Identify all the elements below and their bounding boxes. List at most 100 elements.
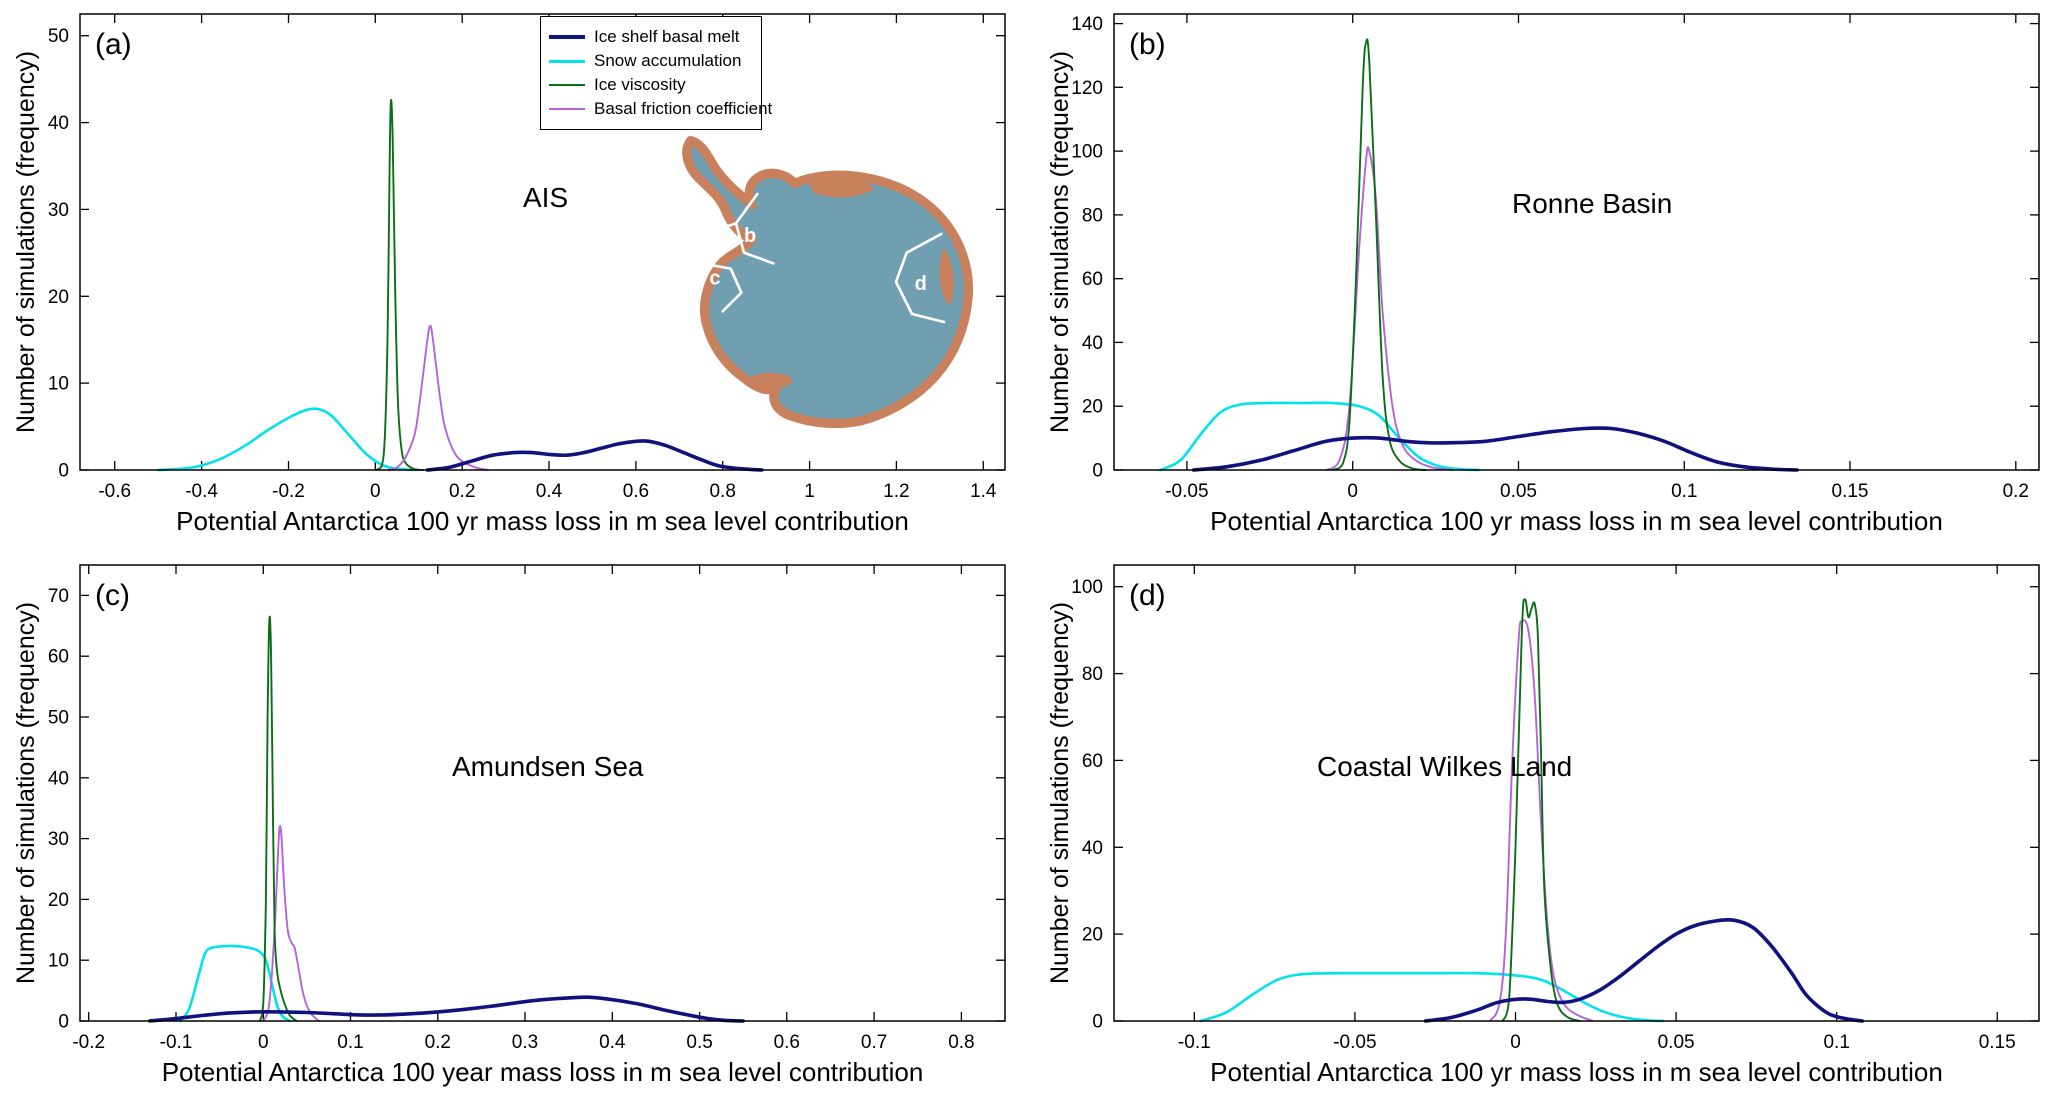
y-tick-label: 40 <box>48 113 69 134</box>
y-tick-label: 60 <box>1082 751 1103 772</box>
panel-b: -0.05 0 0.05 0.1 0.15 0.2 0 20 40 60 80 100 120 140 N… <box>1034 0 2067 550</box>
legend: Ice shelf basal melt Snow accumulation Ice… <box>540 16 772 130</box>
x-tick-label: -0.1 <box>1178 1032 1211 1053</box>
y-tick-label: 120 <box>1071 78 1103 99</box>
series-ice_shelf_basal_melt-curve <box>425 439 764 472</box>
x-tick-label: 0.05 <box>1500 481 1537 502</box>
antarctica-inset-map: b c d <box>608 106 1008 474</box>
legend-line-swatch <box>549 35 585 39</box>
x-tick-label: -0.05 <box>1165 481 1208 502</box>
plot-canvas-d: -0.1 -0.05 0 0.05 0.1 0.15 0 20 40 60 80 100 <box>1071 564 2040 1053</box>
x-tick-label: -0.6 <box>98 481 131 502</box>
x-tick-label: 0.3 <box>512 1032 538 1053</box>
x-tick-label: 0.4 <box>599 1032 626 1053</box>
series-ice_shelf_basal_melt-curve <box>148 995 745 1023</box>
region-title-amundsen: Amundsen Sea <box>452 751 644 782</box>
y-tick-label: 40 <box>1082 838 1103 859</box>
map-label-d: d <box>915 273 927 295</box>
series-snow_accumulation-curve <box>156 407 420 472</box>
x-tick-label: 0.6 <box>774 1032 800 1053</box>
panel-d: -0.1 -0.05 0 0.05 0.1 0.15 0 20 40 60 80 100 Number… <box>1034 551 2067 1101</box>
basin-boundary-b <box>734 192 775 265</box>
series-ice_viscosity-curve <box>258 615 298 1022</box>
y-axis-label: Number of simulations (frequency) <box>1046 601 1074 985</box>
y-tick-label: 20 <box>1082 397 1103 418</box>
y-tick-label: 0 <box>1092 461 1103 482</box>
panel-letter-b: (b) <box>1129 28 1166 61</box>
y-tick-label: 0 <box>58 1012 69 1033</box>
series-snow_accumulation-curve <box>1199 971 1665 1023</box>
y-tick-label: 0 <box>1092 1012 1103 1033</box>
x-axis-label: Potential Antarctica 100 yr mass loss in… <box>1210 506 1943 536</box>
y-tick-label: 60 <box>48 647 69 668</box>
legend-line-swatch <box>549 84 585 86</box>
x-axis-label: Potential Antarctica 100 year mass loss … <box>161 1057 924 1087</box>
y-axis-label: Number of simulations (frequency) <box>12 601 40 985</box>
plot-canvas-a: -0.6 -0.4 -0.2 0 0.2 0.4 0.6 0.8 1 1.2 1.4 0 10 20 30 4… <box>48 13 1006 502</box>
y-tick-label: 50 <box>48 708 69 729</box>
plot-frame <box>1113 564 2040 1022</box>
plot-frame <box>79 13 1006 471</box>
x-tick-label: -0.2 <box>272 481 305 502</box>
series-ice_shelf_basal_melt-curve <box>1423 917 1865 1023</box>
y-tick-label: 70 <box>48 586 69 607</box>
x-axis-label: Potential Antarctica 100 yr mass loss in… <box>176 506 909 536</box>
x-tick-label: 0.7 <box>861 1032 887 1053</box>
y-tick-label: 140 <box>1071 14 1103 35</box>
y-tick-label: 100 <box>1071 577 1103 598</box>
rock-patch <box>939 247 954 306</box>
panel-letter-a: (a) <box>95 28 132 61</box>
x-tick-label: -0.2 <box>72 1032 105 1053</box>
legend-line-swatch <box>549 108 585 110</box>
legend-line-swatch <box>549 59 585 63</box>
y-tick-label: 80 <box>1082 664 1103 685</box>
x-tick-label: 0.8 <box>709 481 735 502</box>
x-tick-label: 0 <box>1510 1032 1521 1053</box>
y-tick-label: 40 <box>1082 333 1103 354</box>
x-tick-label: -0.4 <box>185 481 218 502</box>
y-tick-label: 20 <box>48 287 69 308</box>
panel-a: -0.6 -0.4 -0.2 0 0.2 0.4 0.6 0.8 1 1.2 1.4 0 10 20 30 4… <box>0 0 1033 550</box>
map-label-c: c <box>709 268 720 290</box>
y-tick-label: 40 <box>48 768 69 789</box>
y-tick-label: 10 <box>48 374 69 395</box>
series-snow_accumulation-curve <box>1159 401 1480 472</box>
panel-letter-d: (d) <box>1129 579 1166 612</box>
plot-canvas-b: -0.05 0 0.05 0.1 0.15 0.2 0 20 40 60 80 100 120 140 <box>1071 13 2040 502</box>
y-tick-label: 100 <box>1071 142 1103 163</box>
region-title-wilkes: Coastal Wilkes Land <box>1317 751 1573 782</box>
y-tick-label: 30 <box>48 200 69 221</box>
x-axis-label: Potential Antarctica 100 yr mass loss in… <box>1210 1057 1943 1087</box>
series-ice_shelf_basal_melt-curve <box>1191 426 1799 472</box>
region-title-ronne: Ronne Basin <box>1512 188 1673 219</box>
x-tick-label: 0.1 <box>1823 1032 1849 1053</box>
legend-item: Basal friction coefficient <box>549 97 772 121</box>
x-tick-label: 0.8 <box>948 1032 974 1053</box>
legend-label: Basal friction coefficient <box>594 99 773 118</box>
panel-c: -0.2 -0.1 0 0.1 0.2 0.3 0.4 0.5 0.6 0.7 0.8 0 10 20 30… <box>0 551 1033 1101</box>
y-tick-label: 10 <box>48 951 69 972</box>
x-tick-label: 0.2 <box>449 481 475 502</box>
legend-item: Ice viscosity <box>549 73 751 97</box>
legend-label: Ice viscosity <box>594 75 686 94</box>
rock-patch <box>808 176 875 198</box>
x-tick-label: 0.2 <box>425 1032 451 1053</box>
y-tick-label: 80 <box>1082 205 1103 226</box>
x-tick-label: 0 <box>370 481 381 502</box>
series-basal_friction-curve <box>387 324 490 471</box>
x-tick-label: 0.2 <box>2003 481 2029 502</box>
map-label-b: b <box>744 225 756 247</box>
y-tick-label: 50 <box>48 26 69 47</box>
plot-canvas-c: -0.2 -0.1 0 0.1 0.2 0.3 0.4 0.5 0.6 0.7 0.8 0 10 20 30… <box>48 564 1006 1053</box>
plot-frame <box>1113 13 2040 471</box>
x-tick-label: 0.15 <box>1979 1032 2016 1053</box>
x-tick-label: -0.1 <box>160 1032 193 1053</box>
y-tick-label: 60 <box>1082 269 1103 290</box>
x-tick-label: 0.1 <box>337 1032 363 1053</box>
x-tick-label: 0.15 <box>1832 481 1869 502</box>
plot-frame <box>79 564 1006 1022</box>
y-axis-label: Number of simulations (frequency) <box>12 50 40 434</box>
basin-boundary-d <box>894 232 946 324</box>
series-snow_accumulation-curve <box>179 944 291 1023</box>
y-axis-label: Number of simulations (frequency) <box>1046 50 1074 434</box>
